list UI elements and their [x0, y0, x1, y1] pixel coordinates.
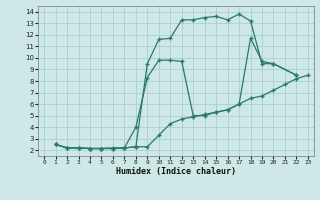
X-axis label: Humidex (Indice chaleur): Humidex (Indice chaleur) — [116, 167, 236, 176]
